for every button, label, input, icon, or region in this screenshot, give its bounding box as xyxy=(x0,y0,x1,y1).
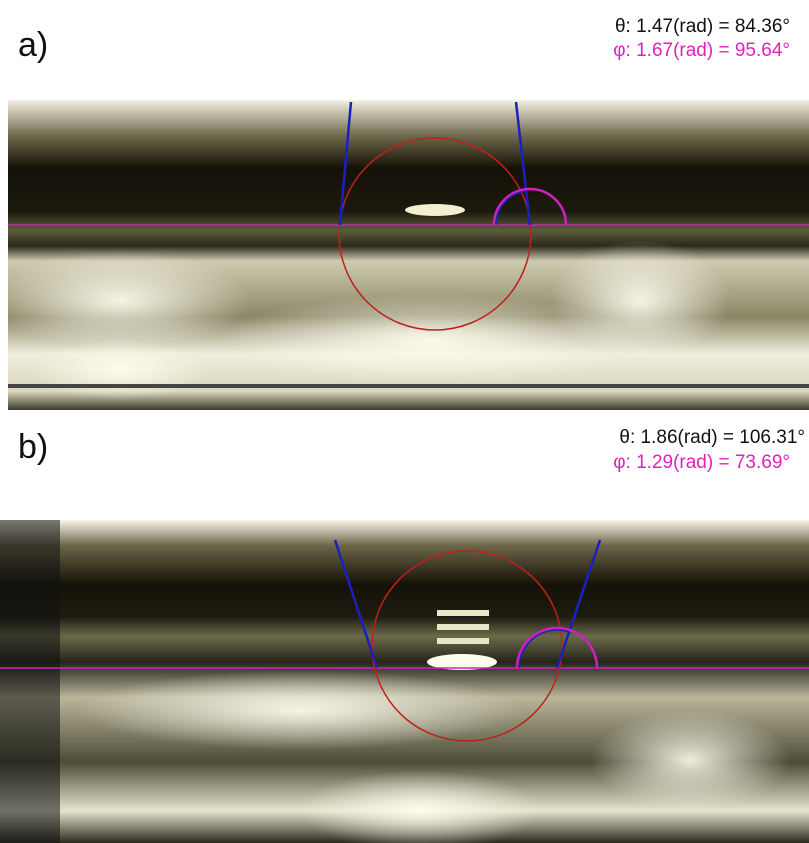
photo-b xyxy=(0,520,809,843)
panel-label: b) xyxy=(18,428,48,466)
theta-text: θ: 1.86(rad) = 106.31° xyxy=(619,427,805,448)
phi-text: φ: 1.67(rad) = 95.64° xyxy=(613,40,790,61)
panel-label: a) xyxy=(18,26,48,64)
photo-a xyxy=(0,100,809,410)
theta-text: θ: 1.47(rad) = 84.36° xyxy=(615,16,790,37)
figure: a) θ: 1.47(rad) = 84.36° φ: 1.67(rad) = … xyxy=(0,0,809,843)
phi-text: φ: 1.29(rad) = 73.69° xyxy=(613,452,790,473)
